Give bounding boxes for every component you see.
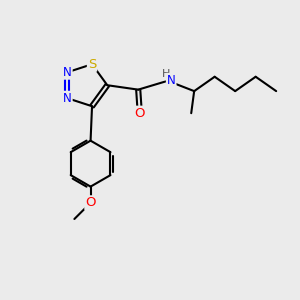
Text: N: N (63, 66, 72, 79)
Text: O: O (134, 107, 145, 120)
Text: O: O (85, 196, 96, 209)
Text: N: N (167, 74, 176, 87)
Text: S: S (88, 58, 96, 71)
Text: N: N (63, 92, 72, 105)
Text: H: H (162, 69, 170, 79)
